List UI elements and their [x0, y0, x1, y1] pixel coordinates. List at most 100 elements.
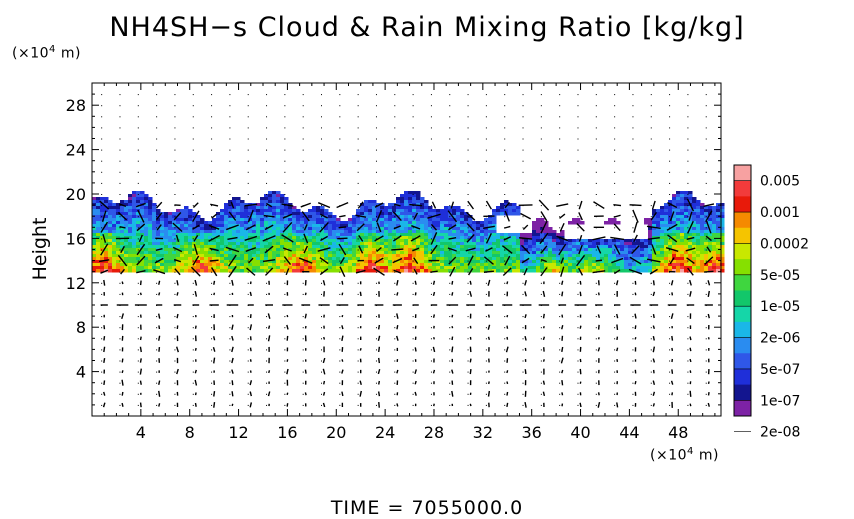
- field-cell: [256, 233, 261, 237]
- grid-dot: [156, 216, 158, 218]
- wind-vector: [634, 337, 637, 340]
- field-cell: [136, 212, 141, 216]
- field-cell: [120, 221, 125, 225]
- field-cell: [116, 242, 121, 246]
- grid-dot: [137, 349, 139, 351]
- grid-dot: [467, 404, 469, 406]
- field-cell: [140, 242, 145, 246]
- field-cell: [660, 215, 665, 219]
- grid-dot: [650, 138, 652, 140]
- grid-dot: [156, 271, 158, 273]
- field-cell: [564, 248, 569, 252]
- field-cell: [220, 257, 225, 261]
- wind-vector: [249, 291, 252, 297]
- field-cell: [612, 245, 617, 249]
- field-cell: [484, 242, 489, 246]
- field-cell: [556, 269, 561, 273]
- grid-dot: [211, 116, 213, 118]
- field-cell: [684, 248, 689, 252]
- field-cell: [144, 245, 149, 249]
- field-cell: [396, 221, 401, 225]
- grid-dot: [375, 194, 377, 195]
- field-cell: [540, 227, 545, 231]
- grid-dot: [485, 360, 487, 362]
- field-cell: [704, 236, 709, 240]
- field-cell: [500, 257, 505, 261]
- wind-vector: [119, 226, 126, 229]
- field-cell: [616, 254, 621, 258]
- field-cell: [256, 257, 261, 261]
- wind-vector: [506, 325, 509, 329]
- field-cell: [140, 191, 145, 195]
- grid-dot: [577, 238, 579, 240]
- grid-dot: [650, 227, 652, 229]
- field-cell: [716, 242, 721, 246]
- field-cell: [556, 260, 561, 264]
- wind-vector: [597, 392, 600, 396]
- grid-dot: [357, 194, 359, 195]
- field-cell: [648, 221, 653, 225]
- wind-vector: [451, 369, 454, 374]
- field-cell: [676, 224, 681, 228]
- field-cell: [348, 251, 353, 255]
- field-cell: [372, 248, 377, 252]
- field-cell: [276, 194, 281, 198]
- field-cell: [528, 239, 533, 243]
- field-cell: [492, 227, 497, 231]
- field-cell: [344, 251, 349, 255]
- wind-vector: [469, 369, 472, 375]
- field-cell: [660, 260, 665, 264]
- field-cell: [464, 242, 469, 246]
- field-cell: [420, 218, 425, 222]
- field-cell: [712, 215, 717, 219]
- field-cell: [208, 257, 213, 261]
- field-cell: [604, 251, 609, 255]
- field-cell: [364, 233, 369, 237]
- field-cell: [280, 266, 285, 270]
- field-cell: [128, 239, 133, 243]
- field-cell: [448, 239, 453, 243]
- field-cell: [536, 248, 541, 252]
- field-cell: [236, 269, 241, 273]
- field-cell: [344, 239, 349, 243]
- grid-dot: [540, 160, 542, 162]
- field-cell: [276, 242, 281, 246]
- field-cell: [656, 221, 661, 225]
- field-cell: [356, 218, 361, 222]
- wind-vector: [262, 235, 276, 242]
- field-cell: [292, 224, 297, 228]
- wind-vector: [120, 245, 125, 254]
- field-cell: [284, 263, 289, 267]
- field-cell: [584, 266, 589, 270]
- field-cell: [212, 233, 217, 237]
- field-cell: [544, 269, 549, 273]
- field-cell: [564, 254, 569, 258]
- field-cell: [392, 215, 397, 219]
- field-cell: [140, 239, 145, 243]
- field-cell: [436, 212, 441, 216]
- field-cell: [324, 251, 329, 255]
- field-cell: [456, 227, 461, 231]
- field-cell: [316, 245, 321, 249]
- wind-vector: [322, 402, 326, 408]
- grid-dot: [485, 393, 487, 395]
- field-cell: [632, 260, 637, 264]
- grid-dot: [595, 371, 597, 373]
- field-cell: [340, 233, 345, 237]
- field-cell: [712, 233, 717, 237]
- grid-dot: [577, 171, 579, 173]
- field-cell: [252, 260, 257, 264]
- field-cell: [652, 257, 657, 261]
- field-cell: [684, 200, 689, 204]
- field-cell: [264, 257, 269, 261]
- field-cell: [292, 230, 297, 234]
- grid-dot: [229, 338, 231, 340]
- field-cell: [124, 224, 129, 228]
- field-cell: [168, 233, 173, 237]
- field-cell: [160, 212, 165, 216]
- grid-dot: [229, 382, 231, 384]
- grid-dot: [137, 404, 139, 406]
- grid-dot: [614, 282, 616, 284]
- wind-vector: [469, 403, 472, 407]
- field-cell: [580, 266, 585, 270]
